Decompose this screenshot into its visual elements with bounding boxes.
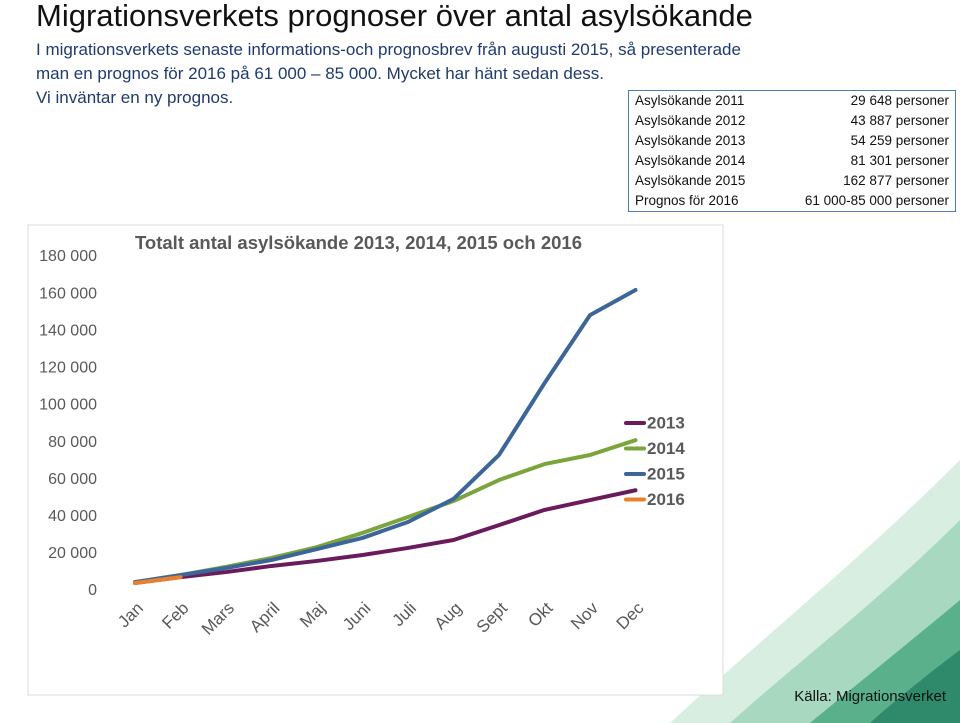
legend-label: 2016 <box>647 490 685 509</box>
table-cell: 81 301 personer <box>850 153 949 168</box>
series-line <box>133 288 638 585</box>
table-row: Prognos för 2016 61 000-85 000 personer <box>629 191 956 212</box>
table-cell: Asylsökande 2012 <box>635 113 746 128</box>
stats-table: Asylsökande 2011 29 648 personer Asylsökan… <box>628 90 956 212</box>
intro-line: I migrationsverkets senaste informations… <box>36 40 741 59</box>
intro-line: Vi inväntar en ny prognos. <box>36 88 234 107</box>
y-tick-label: 0 <box>88 582 97 599</box>
y-tick-label: 180 000 <box>39 248 97 265</box>
y-tick-label: 120 000 <box>39 360 97 377</box>
table-cell: 162 877 personer <box>843 173 949 188</box>
table-row: Asylsökande 2015 162 877 personer <box>629 171 956 191</box>
page-title: Migrationsverkets prognoser över antal a… <box>36 0 753 33</box>
table-cell: Asylsökande 2011 <box>635 93 745 108</box>
table-cell: Asylsökande 2014 <box>635 153 746 168</box>
source: Källa: Migrationsverket <box>794 688 946 705</box>
y-tick-label: 100 000 <box>39 397 97 414</box>
y-tick-label: 80 000 <box>48 434 97 451</box>
intro: I migrationsverkets senaste informations… <box>36 38 741 110</box>
legend-label: 2013 <box>647 413 685 432</box>
table-cell: Asylsökande 2015 <box>635 173 746 188</box>
table-cell: 29 648 personer <box>850 93 949 108</box>
table-cell: 61 000-85 000 personer <box>804 193 949 208</box>
legend-label: 2014 <box>647 439 685 458</box>
series-line <box>133 488 638 586</box>
y-tick-label: 40 000 <box>48 508 97 525</box>
y-tick-label: 140 000 <box>39 322 97 339</box>
table-row: Asylsökande 2014 81 301 personer <box>629 151 956 171</box>
y-tick-label: 160 000 <box>39 285 97 302</box>
table-row: Asylsökande 2013 54 259 personer <box>629 131 956 151</box>
series-line <box>133 575 183 586</box>
table-row: Asylsökande 2011 29 648 personer <box>629 91 956 112</box>
chart-title: Totalt antal asylsökande 2013, 2014, 201… <box>135 232 582 253</box>
table-cell: 43 887 personer <box>850 113 949 128</box>
table-cell: 54 259 personer <box>850 133 949 148</box>
y-tick-label: 20 000 <box>48 545 97 562</box>
decoration <box>670 460 960 723</box>
table-cell: Asylsökande 2013 <box>635 133 746 148</box>
chart-frame <box>27 224 724 696</box>
legend-label: 2015 <box>647 464 685 483</box>
y-tick-label: 60 000 <box>48 471 97 488</box>
intro-line: man en prognos för 2016 på 61 000 – 85 0… <box>36 64 604 83</box>
table-cell: Prognos för 2016 <box>635 193 739 208</box>
table-row: Asylsökande 2012 43 887 personer <box>629 111 956 131</box>
